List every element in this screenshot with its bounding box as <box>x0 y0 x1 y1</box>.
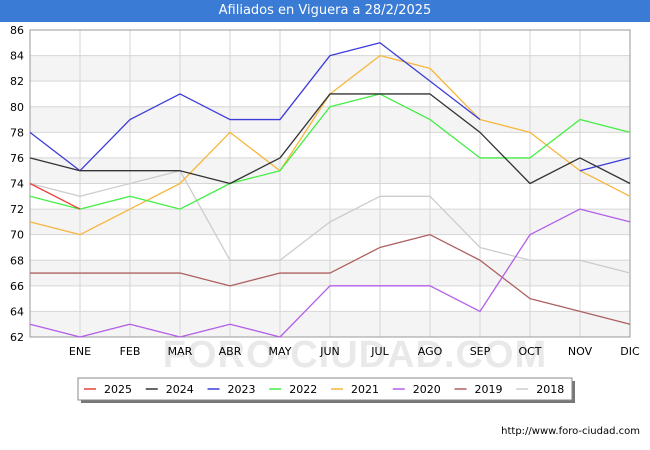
x-tick-label: JUN <box>319 345 340 358</box>
y-tick-label: 78 <box>10 126 24 139</box>
x-tick-label: JUL <box>370 345 389 358</box>
series-line-2018 <box>29 170 631 274</box>
series-2018 <box>29 170 631 274</box>
legend-label: 2025 <box>104 383 132 396</box>
legend-box <box>77 377 573 401</box>
legend-label: 2024 <box>166 383 194 396</box>
y-tick-label: 86 <box>10 24 24 37</box>
x-tick-label: OCT <box>518 345 541 358</box>
legend-item-2020: 2020 <box>392 383 441 396</box>
series-2020 <box>29 208 631 338</box>
y-tick-label: 84 <box>10 50 24 63</box>
series-2023 <box>29 42 631 172</box>
legend-label: 2019 <box>475 383 503 396</box>
legend-item-2022: 2022 <box>269 383 317 396</box>
series-2019 <box>30 234 631 325</box>
series-2024 <box>29 93 631 185</box>
legend-label: 2020 <box>413 383 441 396</box>
line-chart: FORO-CIUDAD.COM 62 64 66 68 70 72 74 76 78 80 82 84… <box>10 24 640 403</box>
legend-label: 2023 <box>228 383 256 396</box>
y-tick-label: 68 <box>10 254 24 267</box>
x-tick-label: DIC <box>620 345 640 358</box>
legend-item-2024: 2024 <box>145 383 194 396</box>
series-line-2024 <box>29 93 631 185</box>
chart-title: Afiliados en Viguera a 28/2/2025 <box>0 0 650 22</box>
series-line-2022 <box>29 93 631 210</box>
legend-item-2018: 2018 <box>516 383 564 396</box>
y-tick-label: 62 <box>10 331 24 344</box>
legend-label: 2021 <box>351 383 379 396</box>
x-tick-label: FEB <box>120 345 141 358</box>
y-tick-label: 66 <box>10 280 24 293</box>
series-2025 <box>29 182 81 210</box>
series-line-2025 <box>29 182 81 210</box>
series-line-2023 <box>579 157 631 172</box>
legend-item-2021: 2021 <box>331 383 379 396</box>
series-line-2020 <box>29 208 631 338</box>
y-tick-label: 72 <box>10 203 24 216</box>
x-tick-label: ABR <box>219 345 242 358</box>
y-tick-label: 82 <box>10 75 24 88</box>
y-tick-label: 64 <box>10 305 24 318</box>
x-tick-label: MAR <box>168 345 193 358</box>
y-tick-label: 80 <box>10 101 24 114</box>
x-tick-label: ENE <box>69 345 91 358</box>
x-tick-label: NOV <box>568 345 593 358</box>
y-tick-label: 74 <box>10 178 24 191</box>
y-tick-label: 70 <box>10 229 24 242</box>
watermark: FORO-CIUDAD.COM <box>163 334 547 376</box>
footer-url[interactable]: http://www.foro-ciudad.com <box>501 426 640 437</box>
y-tick-label: 76 <box>10 152 24 165</box>
series-line-2019 <box>30 234 631 325</box>
legend-item-2019: 2019 <box>454 383 503 396</box>
x-tick-label: SEP <box>470 345 491 358</box>
x-tick-label: MAY <box>269 345 292 358</box>
x-tick-label: AGO <box>418 345 443 358</box>
legend-label: 2018 <box>536 383 564 396</box>
legend-label: 2022 <box>289 383 317 396</box>
series-2022 <box>29 93 631 210</box>
legend-item-2025: 2025 <box>84 383 132 396</box>
series-line-2023 <box>29 42 481 172</box>
legend-item-2023: 2023 <box>207 383 256 396</box>
